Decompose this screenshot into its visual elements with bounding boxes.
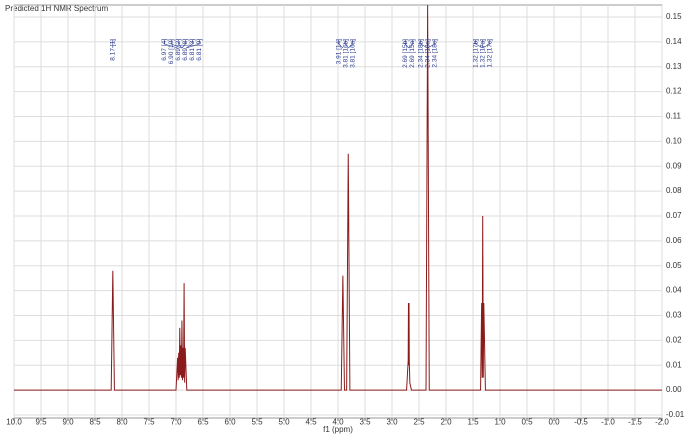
y-tick-label: 0.05: [666, 261, 682, 270]
annotation-leader: [186, 40, 200, 49]
y-tick-label: 0.02: [666, 335, 682, 344]
annotation-leader: [482, 40, 491, 49]
chart-title: Predicted 1H NMR Spectrum: [5, 4, 108, 13]
annotation-leader: [348, 40, 353, 49]
peak-label: 6.89 [8]: [182, 39, 189, 61]
x-tick-label: 5.5: [251, 418, 263, 427]
y-tick-label: 0.10: [666, 136, 682, 145]
x-axis-label: f1 (ppm): [323, 425, 353, 434]
x-tick-label: 8.5: [89, 418, 101, 427]
y-tick-label: 0.01: [666, 360, 682, 369]
annotation-leader: [427, 40, 435, 49]
x-tick-label: 10.0: [6, 418, 22, 427]
y-tick-label: 0.03: [666, 311, 682, 320]
y-tick-label: 0.06: [666, 236, 682, 245]
annotation-leader: [164, 40, 178, 49]
x-tick-label: 6.5: [197, 418, 209, 427]
peak-label: 3.81 [16a]: [349, 39, 356, 68]
x-tick-label: 9.0: [62, 418, 74, 427]
x-tick-label: 9.5: [35, 418, 47, 427]
x-tick-label: 4.0: [332, 418, 344, 427]
peak-label: 6.97 [4]: [161, 39, 168, 61]
peak-label: 3.91 [14]: [335, 39, 342, 64]
x-tick-label: -1.5: [628, 418, 642, 427]
annotation-leader: [171, 40, 182, 49]
annotation-leader: [345, 40, 349, 49]
y-tick-label: 0.12: [666, 87, 682, 96]
annotation-leader: [408, 40, 413, 49]
y-tick-label: 0.00: [666, 385, 682, 394]
x-tick-label: 2.0: [440, 418, 452, 427]
x-tick-label: 5.0: [278, 418, 290, 427]
peak-label: 6.89 [2]: [175, 39, 182, 61]
x-tick-label: 0.0: [548, 418, 560, 427]
x-tick-label: 4.5: [305, 418, 317, 427]
peak-label: 2.34 [18a]: [424, 39, 431, 68]
x-tick-label: 0.5: [521, 418, 533, 427]
x-tick-label: -1.0: [601, 418, 615, 427]
x-tick-label: -2.0: [655, 418, 669, 427]
peak-label: 1.32 [17a]: [479, 39, 486, 68]
x-tick-label: 6.0: [224, 418, 236, 427]
x-tick-label: 7.5: [143, 418, 155, 427]
annotation-leader: [181, 40, 186, 49]
y-tick-label: 0.15: [666, 12, 682, 21]
peak-label: 2.34 [18b]: [417, 39, 424, 68]
x-tick-label: 3.0: [386, 418, 398, 427]
peak-label: 2.69 [15b]: [402, 39, 409, 68]
peak-label: 6.90 [10]: [168, 39, 175, 64]
y-tick-label: 0.11: [666, 112, 682, 121]
peak-label: 2.34 [18c]: [431, 39, 438, 68]
x-tick-label: 7.0: [170, 418, 182, 427]
peak-label: 1.32 [17b]: [472, 39, 479, 68]
x-tick-label: 2.5: [413, 418, 425, 427]
x-tick-label: 8.0: [116, 418, 128, 427]
annotation-leader: [475, 40, 483, 49]
annotation-leader: [338, 40, 344, 49]
annotation-leader: [186, 40, 193, 49]
y-tick-label: 0.14: [666, 37, 682, 46]
peak-label: 6.81 [9]: [196, 39, 203, 61]
x-tick-label: 1.5: [467, 418, 479, 427]
y-tick-label: 0.08: [666, 186, 682, 195]
x-tick-label: 1.0: [494, 418, 506, 427]
peak-label: 2.69 [15a]: [409, 39, 416, 68]
peak-label: 8.17 [1]: [110, 39, 117, 61]
x-tick-label: -0.5: [574, 418, 588, 427]
annotation-leader: [404, 40, 409, 49]
y-tick-label: 0.09: [666, 161, 682, 170]
y-tick-label: 0.13: [666, 62, 682, 71]
peak-label: 6.81 [3]: [189, 39, 196, 61]
spectrum-line: [14, 4, 662, 391]
annotation-leader: [420, 40, 428, 49]
x-tick-label: 3.5: [359, 418, 371, 427]
annotation-leader: [178, 40, 183, 49]
y-tick-label: 0.07: [666, 211, 682, 220]
peak-label: 1.32 [17c]: [486, 39, 493, 68]
y-tick-label: 0.04: [666, 286, 682, 295]
peak-label: 3.81 [16b]: [342, 39, 349, 68]
y-tick-label: -0.01: [666, 410, 685, 419]
